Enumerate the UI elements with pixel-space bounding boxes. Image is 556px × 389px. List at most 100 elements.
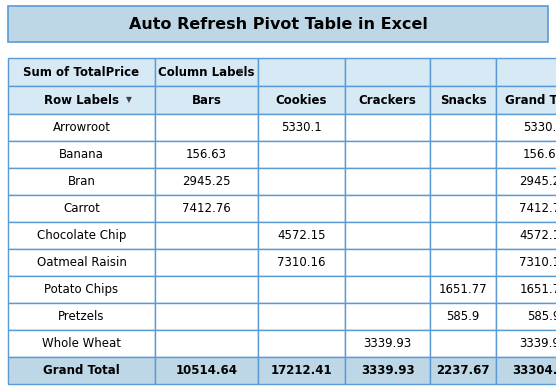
- Text: Grand Total: Grand Total: [505, 93, 556, 107]
- Bar: [430, 86, 496, 114]
- Bar: [8, 330, 155, 357]
- Bar: [430, 222, 496, 249]
- Bar: [345, 249, 430, 276]
- Bar: [258, 303, 345, 330]
- Text: 2945.25: 2945.25: [182, 175, 231, 188]
- Bar: [345, 114, 430, 141]
- Bar: [155, 330, 258, 357]
- Bar: [8, 168, 155, 195]
- Bar: [430, 330, 496, 357]
- Bar: [8, 303, 155, 330]
- Bar: [258, 168, 345, 195]
- Bar: [345, 168, 430, 195]
- Text: 156.63: 156.63: [186, 148, 227, 161]
- Bar: [8, 58, 155, 86]
- Text: 3339.93: 3339.93: [519, 337, 556, 350]
- Text: Oatmeal Raisin: Oatmeal Raisin: [37, 256, 126, 269]
- Text: 2945.25: 2945.25: [519, 175, 556, 188]
- Text: 1651.77: 1651.77: [519, 283, 556, 296]
- Text: Arrowroot: Arrowroot: [52, 121, 111, 134]
- Bar: [496, 357, 556, 384]
- Bar: [8, 141, 155, 168]
- Bar: [155, 222, 258, 249]
- Bar: [496, 141, 556, 168]
- Text: 3339.93: 3339.93: [361, 364, 414, 377]
- Bar: [8, 276, 155, 303]
- Bar: [155, 86, 258, 114]
- Bar: [8, 357, 155, 384]
- Text: Whole Wheat: Whole Wheat: [42, 337, 121, 350]
- Bar: [496, 58, 556, 86]
- Text: 5330.1: 5330.1: [281, 121, 322, 134]
- Text: ▼: ▼: [236, 68, 242, 77]
- Text: Auto Refresh Pivot Table in Excel: Auto Refresh Pivot Table in Excel: [128, 16, 428, 32]
- Bar: [496, 303, 556, 330]
- Text: 7412.76: 7412.76: [182, 202, 231, 215]
- Bar: [258, 357, 345, 384]
- Bar: [496, 276, 556, 303]
- Text: 4572.15: 4572.15: [277, 229, 326, 242]
- Bar: [258, 249, 345, 276]
- Bar: [8, 6, 548, 42]
- Bar: [155, 114, 258, 141]
- Bar: [258, 141, 345, 168]
- Bar: [430, 249, 496, 276]
- Bar: [258, 222, 345, 249]
- Text: 5330.1: 5330.1: [523, 121, 556, 134]
- Bar: [155, 357, 258, 384]
- Bar: [496, 114, 556, 141]
- Bar: [430, 195, 496, 222]
- Bar: [345, 86, 430, 114]
- Bar: [345, 303, 430, 330]
- Text: Potato Chips: Potato Chips: [44, 283, 118, 296]
- Text: 3339.93: 3339.93: [364, 337, 411, 350]
- Bar: [496, 168, 556, 195]
- Bar: [155, 58, 258, 86]
- Bar: [258, 58, 345, 86]
- Text: ▼: ▼: [126, 96, 131, 105]
- Text: 17212.41: 17212.41: [271, 364, 332, 377]
- Bar: [430, 168, 496, 195]
- Bar: [258, 114, 345, 141]
- Text: 7310.16: 7310.16: [519, 256, 556, 269]
- Text: 585.9: 585.9: [446, 310, 480, 323]
- Bar: [496, 195, 556, 222]
- Text: Carrot: Carrot: [63, 202, 100, 215]
- Text: 156.63: 156.63: [523, 148, 556, 161]
- Bar: [345, 357, 430, 384]
- Text: Banana: Banana: [59, 148, 104, 161]
- Bar: [430, 141, 496, 168]
- Bar: [496, 86, 556, 114]
- Bar: [8, 114, 155, 141]
- Text: 585.9: 585.9: [527, 310, 556, 323]
- Bar: [430, 303, 496, 330]
- Bar: [155, 303, 258, 330]
- Bar: [258, 276, 345, 303]
- Text: 1651.77: 1651.77: [439, 283, 487, 296]
- Bar: [155, 141, 258, 168]
- Text: Column Labels: Column Labels: [158, 65, 255, 79]
- Bar: [8, 222, 155, 249]
- Bar: [345, 222, 430, 249]
- Bar: [258, 330, 345, 357]
- Text: Pretzels: Pretzels: [58, 310, 105, 323]
- Bar: [258, 195, 345, 222]
- Text: 10514.64: 10514.64: [176, 364, 237, 377]
- Text: Cookies: Cookies: [276, 93, 327, 107]
- Text: Chocolate Chip: Chocolate Chip: [37, 229, 126, 242]
- Bar: [345, 195, 430, 222]
- Text: 2237.67: 2237.67: [436, 364, 490, 377]
- Bar: [430, 357, 496, 384]
- Bar: [345, 276, 430, 303]
- Text: Snacks: Snacks: [440, 93, 486, 107]
- Bar: [8, 195, 155, 222]
- Bar: [258, 86, 345, 114]
- Bar: [345, 58, 430, 86]
- Bar: [345, 330, 430, 357]
- Bar: [155, 168, 258, 195]
- Text: 33304.65: 33304.65: [513, 364, 556, 377]
- Bar: [496, 330, 556, 357]
- Bar: [345, 141, 430, 168]
- Text: Crackers: Crackers: [359, 93, 416, 107]
- Text: Sum of TotalPrice: Sum of TotalPrice: [23, 65, 140, 79]
